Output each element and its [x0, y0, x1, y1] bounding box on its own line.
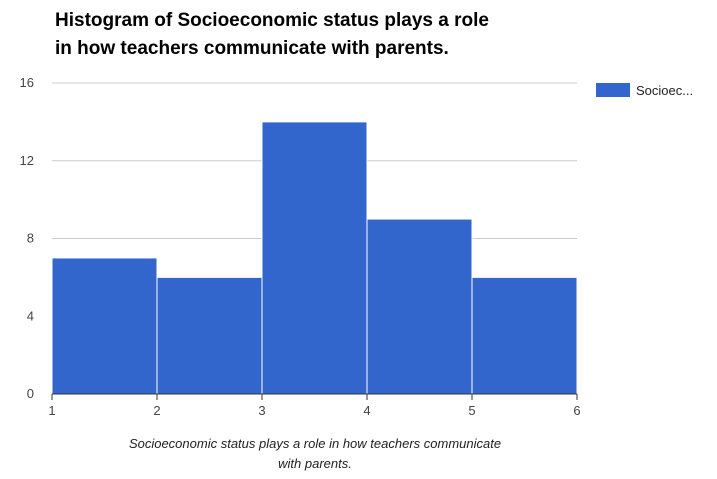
- x-tick-label-3: 3: [258, 403, 265, 418]
- x-tick-label-4: 4: [363, 403, 370, 418]
- x-tick-label-5: 5: [468, 403, 475, 418]
- x-tick-label-1: 1: [48, 403, 55, 418]
- legend-swatch: [596, 83, 630, 97]
- y-tick-label-12: 12: [20, 153, 34, 168]
- chart-title-line-2: in how teachers communicate with parents…: [55, 38, 449, 59]
- histogram-bar: [261, 121, 368, 395]
- histogram-bar: [156, 276, 263, 395]
- x-tick-label-2: 2: [153, 403, 160, 418]
- legend: Socioec...: [596, 83, 693, 98]
- histogram-bar: [51, 257, 158, 395]
- x-axis-label-line-2: with parents.: [278, 456, 352, 471]
- histogram-bars: [51, 121, 578, 395]
- histogram-bar: [471, 276, 578, 395]
- y-tick-label-8: 8: [27, 231, 34, 246]
- legend-label: Socioec...: [636, 83, 693, 98]
- x-axis-tick-labels: 1 2 3 4 5 6: [48, 403, 580, 418]
- x-tick-label-6: 6: [573, 403, 580, 418]
- y-axis-tick-labels: 0 4 8 12 16: [20, 75, 34, 401]
- y-tick-label-4: 4: [27, 308, 34, 323]
- x-axis-label-line-1: Socioeconomic status plays a role in how…: [129, 436, 501, 451]
- y-tick-label-16: 16: [20, 75, 34, 90]
- chart-title-line-1: Histogram of Socioeconomic status plays …: [55, 10, 489, 31]
- y-tick-label-0: 0: [27, 386, 34, 401]
- histogram-bar: [366, 218, 473, 395]
- axes: [51, 393, 578, 400]
